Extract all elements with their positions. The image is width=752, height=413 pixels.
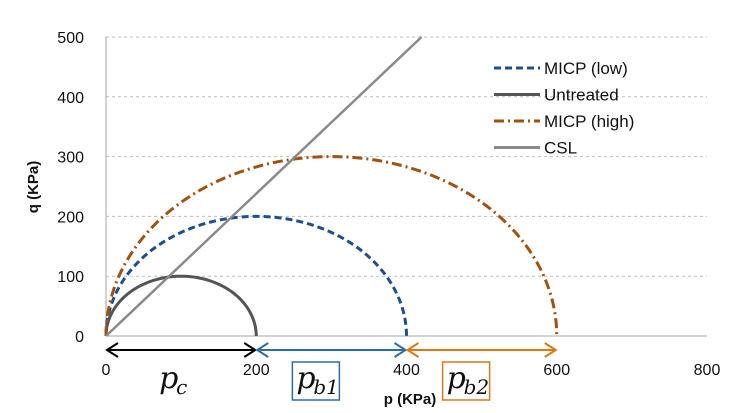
x-tick-label: 0 [102,362,111,379]
x-axis-label: p (KPa) [384,391,437,408]
series-csl [105,36,423,337]
legend-label: CSL [544,139,577,158]
y-tick-label: 100 [57,269,84,286]
annotation-arrowhead-left [105,342,119,358]
legend-label: MICP (high) [544,112,634,131]
annotation-label: pc [159,361,187,399]
y-tick-labels: 0 100 200 300 400 500 [57,30,84,346]
annotation-label-base: p [296,361,315,396]
series-micp-high [104,155,559,337]
y-tick-label: 200 [57,209,84,226]
x-tick-label: 400 [393,362,420,379]
x-tick-label: 600 [543,362,570,379]
legend: MICP (low) Untreated MICP (high) CSL [494,59,634,158]
annotation-arrowhead-right [243,342,258,358]
x-tick-labels: 0 200 400 600 800 [102,362,721,379]
annotation-label-subscript: b2 [464,375,490,399]
annotation-label-box [291,361,341,401]
series-untreated [104,274,258,337]
annotation-arrowhead-left [255,342,269,358]
y-tick-label: 300 [57,150,84,167]
y-tick-label: 400 [57,90,84,107]
legend-label: Untreated [544,86,619,105]
legend-label: MICP (low) [544,59,628,78]
annotation-label-box [441,361,491,401]
y-tick-label: 500 [57,30,84,47]
series-micp-low [104,214,408,337]
annotation-label-subscript: b1 [313,375,339,399]
y-tick-label: 0 [75,329,84,346]
annotation-arrowhead-right [544,342,558,358]
x-tick-label: 800 [694,362,721,379]
annotation-label-subscript: c [176,375,187,399]
annotation-arrowhead-right [393,342,408,358]
annotation-label: pb2 [441,361,491,401]
annotation-arrowhead-left [405,342,420,358]
annotation-label-base: p [159,361,178,396]
gridlines [106,36,707,277]
x-tick-label: 200 [243,362,270,379]
axes [105,37,707,337]
y-axis-label: q (KPa) [25,161,42,214]
annotation-arrows: pc pb1 pb2 [105,342,558,401]
annotation-label-base: p [447,361,466,396]
annotation-label: pb1 [291,361,341,401]
data-series [104,36,559,337]
